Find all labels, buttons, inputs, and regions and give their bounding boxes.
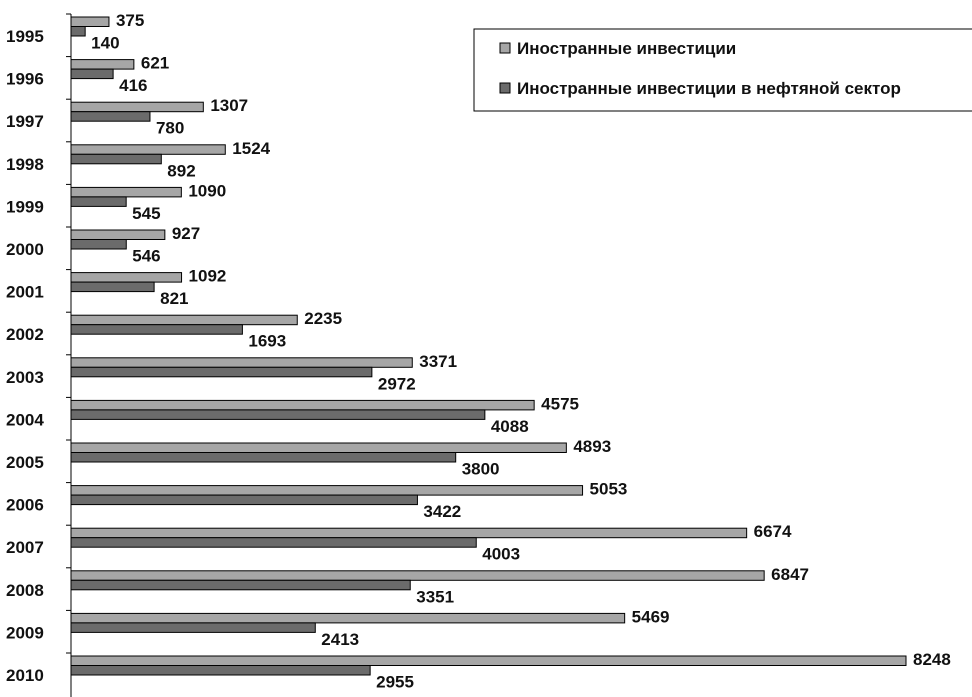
- bar-foreign-investment-1996: [70, 59, 135, 70]
- bar-oil-sector-investment-2006: [70, 494, 418, 506]
- data-label-foreign-investment-2004: 4575: [541, 394, 579, 413]
- category-label-1995: 1995: [6, 27, 44, 46]
- category-label-2009: 2009: [6, 623, 44, 642]
- category-label-2003: 2003: [6, 368, 44, 387]
- data-label-oil-sector-investment-1995: 140: [91, 34, 119, 53]
- legend: Иностранные инвестиции Иностранные инвес…: [473, 28, 972, 112]
- bar-oil-sector-investment-2007: [70, 537, 477, 548]
- data-label-foreign-investment-2001: 1092: [189, 267, 227, 286]
- labels-layer: 1995 375 140 1996 621 416 1997 1307 780 1998 1524 8…: [6, 11, 951, 692]
- data-label-oil-sector-investment-2007: 4003: [482, 545, 520, 564]
- data-label-oil-sector-investment-2003: 2972: [378, 374, 416, 393]
- data-label-oil-sector-investment-2004: 4088: [491, 417, 529, 436]
- category-label-2004: 2004: [6, 410, 44, 429]
- bar-foreign-investment-1997: [70, 101, 204, 113]
- data-label-foreign-investment-2002: 2235: [304, 309, 342, 328]
- legend-box: [473, 28, 972, 112]
- data-label-oil-sector-investment-2009: 2413: [321, 630, 359, 649]
- data-label-oil-sector-investment-2001: 821: [160, 289, 188, 308]
- data-label-foreign-investment-2009: 5469: [632, 607, 670, 626]
- category-label-1998: 1998: [6, 155, 44, 174]
- data-label-oil-sector-investment-2006: 3422: [423, 502, 461, 521]
- data-label-foreign-investment-2000: 927: [172, 224, 200, 243]
- category-label-1999: 1999: [6, 197, 44, 216]
- bar-foreign-investment-2005: [70, 442, 567, 453]
- data-label-oil-sector-investment-2002: 1693: [248, 332, 286, 351]
- bar-oil-sector-investment-2009: [70, 622, 316, 633]
- bar-oil-sector-investment-2002: [70, 324, 243, 335]
- data-label-foreign-investment-2008: 6847: [771, 565, 809, 584]
- bar-foreign-investment-2006: [70, 485, 584, 496]
- bar-oil-sector-investment-2003: [70, 366, 373, 378]
- data-label-oil-sector-investment-2000: 546: [132, 247, 160, 266]
- category-label-2010: 2010: [6, 666, 44, 685]
- axis-layer: [66, 13, 72, 697]
- bar-foreign-investment-2004: [70, 399, 535, 411]
- bar-oil-sector-investment-2000: [70, 239, 127, 250]
- category-label-2007: 2007: [6, 538, 44, 557]
- bar-oil-sector-investment-1996: [70, 68, 114, 80]
- bar-oil-sector-investment-1997: [70, 111, 151, 122]
- bar-foreign-investment-2009: [70, 612, 626, 624]
- bar-foreign-investment-2008: [70, 570, 765, 581]
- category-label-1997: 1997: [6, 112, 44, 131]
- data-label-oil-sector-investment-1996: 416: [119, 76, 147, 95]
- data-label-foreign-investment-2006: 5053: [590, 480, 628, 499]
- category-label-2005: 2005: [6, 453, 44, 472]
- category-label-1996: 1996: [6, 70, 44, 89]
- data-label-foreign-investment-1995: 375: [116, 11, 144, 30]
- bar-foreign-investment-2003: [70, 357, 413, 368]
- legend-label-foreign-investment: Иностранные инвестиции: [517, 39, 736, 58]
- data-label-foreign-investment-1998: 1524: [232, 139, 270, 158]
- category-label-2002: 2002: [6, 325, 44, 344]
- data-label-foreign-investment-1997: 1307: [210, 96, 248, 115]
- data-label-foreign-investment-1996: 621: [141, 54, 169, 73]
- category-label-2006: 2006: [6, 496, 44, 515]
- bar-oil-sector-investment-2004: [70, 409, 486, 420]
- bar-oil-sector-investment-2010: [70, 665, 371, 676]
- bar-foreign-investment-1998: [70, 144, 226, 155]
- bar-oil-sector-investment-1999: [70, 196, 127, 207]
- data-label-oil-sector-investment-2008: 3351: [416, 587, 454, 606]
- category-label-2008: 2008: [6, 581, 44, 600]
- bar-oil-sector-investment-1998: [70, 153, 162, 165]
- legend-swatch-oil-sector-investment: [499, 82, 511, 94]
- bar-foreign-investment-2001: [70, 272, 183, 283]
- data-label-oil-sector-investment-2005: 3800: [462, 460, 500, 479]
- data-label-foreign-investment-2005: 4893: [573, 437, 611, 456]
- bar-foreign-investment-1999: [70, 186, 182, 198]
- bar-foreign-investment-2002: [70, 314, 298, 326]
- bar-foreign-investment-1995: [70, 16, 110, 27]
- bar-oil-sector-investment-2005: [70, 452, 457, 463]
- bar-oil-sector-investment-2001: [70, 281, 155, 293]
- data-label-foreign-investment-2010: 8248: [913, 650, 951, 669]
- legend-swatch-foreign-investment: [499, 42, 511, 54]
- category-label-2001: 2001: [6, 283, 44, 302]
- data-label-foreign-investment-2007: 6674: [754, 522, 792, 541]
- bar-oil-sector-investment-1995: [70, 26, 86, 37]
- data-label-foreign-investment-1999: 1090: [188, 181, 226, 200]
- bar-foreign-investment-2007: [70, 527, 748, 539]
- data-label-oil-sector-investment-1998: 892: [167, 161, 195, 180]
- data-label-oil-sector-investment-1997: 780: [156, 119, 184, 138]
- bar-oil-sector-investment-2008: [70, 579, 411, 591]
- data-label-oil-sector-investment-2010: 2955: [376, 673, 414, 692]
- bar-foreign-investment-2000: [70, 229, 166, 240]
- category-label-2000: 2000: [6, 240, 44, 259]
- data-label-foreign-investment-2003: 3371: [419, 352, 457, 371]
- bar-foreign-investment-2010: [70, 655, 907, 666]
- bars-layer: [70, 16, 907, 676]
- data-label-oil-sector-investment-1999: 545: [132, 204, 160, 223]
- legend-label-oil-sector-investment: Иностранные инвестиции в нефтяной сектор: [517, 79, 901, 98]
